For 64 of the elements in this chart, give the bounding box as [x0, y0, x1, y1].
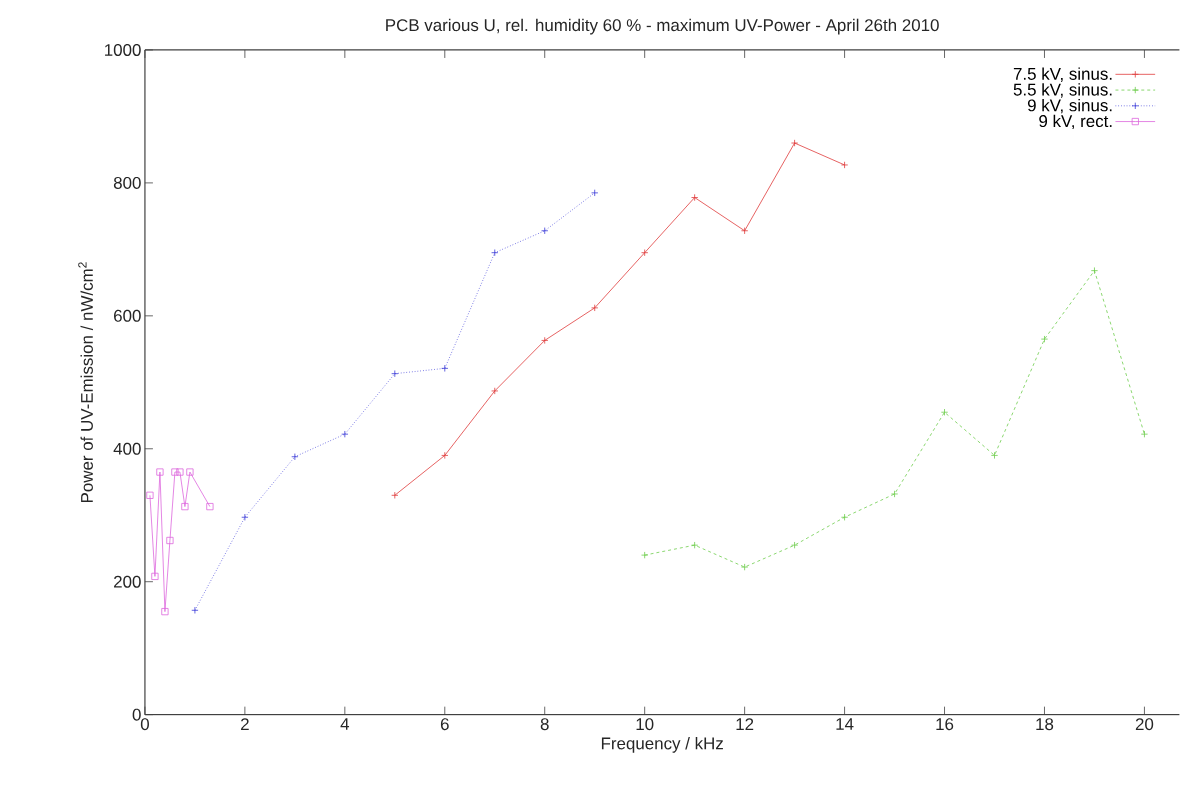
x-tick-label: 18 [1036, 718, 1054, 731]
point [1140, 430, 1149, 438]
point [391, 491, 399, 500]
point [741, 563, 749, 571]
y-tick-label: 200 [114, 575, 141, 588]
point [741, 227, 749, 235]
x-tick-label: 20 [1135, 718, 1154, 731]
point [990, 452, 999, 460]
point [1040, 335, 1049, 343]
point [890, 490, 899, 498]
point [176, 468, 184, 476]
legend-label: 5.5 kV, sinus. [1013, 83, 1112, 98]
point [191, 606, 199, 615]
point [166, 537, 174, 545]
point [391, 370, 399, 378]
point [591, 304, 599, 312]
point [840, 513, 849, 522]
y-tick-label: 1000 [105, 44, 141, 57]
x-tick-label: 2 [241, 718, 249, 731]
x-axis-title: Frequency / kHz [601, 737, 723, 753]
point [641, 249, 649, 257]
point [441, 452, 449, 460]
legend-label: 7.5 kV, sinus. [1013, 67, 1112, 83]
point [791, 541, 799, 549]
point [146, 491, 154, 500]
x-tick-label: 8 [540, 718, 549, 731]
y-tick-label: 600 [114, 310, 141, 323]
point [291, 453, 299, 461]
point [241, 513, 249, 522]
point [691, 541, 699, 549]
point [171, 468, 179, 476]
y-axis-title: Power of UV-Emission / nW/cm$^{2}$ [78, 262, 93, 503]
chart-title: PCB various U, rel. humidity 60 % - maximum UV-Power - April 26th 2010 [386, 18, 939, 35]
x-tick-label: 16 [936, 718, 954, 731]
point [840, 161, 849, 169]
legend-label: 9 kV, sinus. [1027, 99, 1112, 114]
point [691, 194, 699, 202]
point [161, 608, 169, 616]
y-tick-label: 400 [113, 442, 141, 455]
point [591, 189, 599, 197]
x-tick-label: 12 [736, 718, 754, 731]
x-tick-label: 6 [440, 718, 449, 731]
y-tick-label: 0 [132, 708, 141, 721]
point [491, 249, 499, 257]
point [791, 139, 799, 147]
point [641, 551, 649, 559]
point [541, 337, 549, 345]
point [940, 408, 949, 416]
x-tick-label: 4 [340, 718, 350, 730]
y-tick-label: 800 [113, 177, 141, 190]
point [151, 572, 159, 581]
x-tick-label: 14 [836, 718, 854, 730]
point [186, 468, 194, 476]
point [181, 503, 189, 511]
point [156, 468, 164, 476]
x-tick-label: 0 [140, 718, 149, 731]
legend-label: 9 kV, rect. [1039, 114, 1112, 130]
point [341, 430, 349, 438]
point [541, 227, 549, 235]
point [206, 503, 214, 511]
point [491, 387, 499, 395]
point [1090, 267, 1099, 275]
point [441, 364, 449, 373]
x-tick-label: 10 [636, 718, 654, 731]
